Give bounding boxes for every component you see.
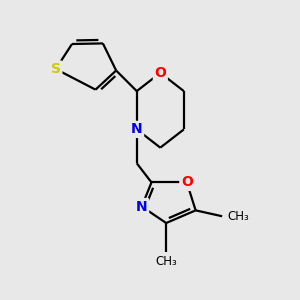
Text: CH₃: CH₃ (155, 255, 177, 268)
Text: O: O (181, 176, 193, 189)
Text: N: N (131, 122, 142, 136)
Text: O: O (154, 66, 166, 80)
Text: N: N (136, 200, 148, 214)
Text: CH₃: CH₃ (227, 210, 249, 223)
Text: S: S (51, 62, 61, 76)
